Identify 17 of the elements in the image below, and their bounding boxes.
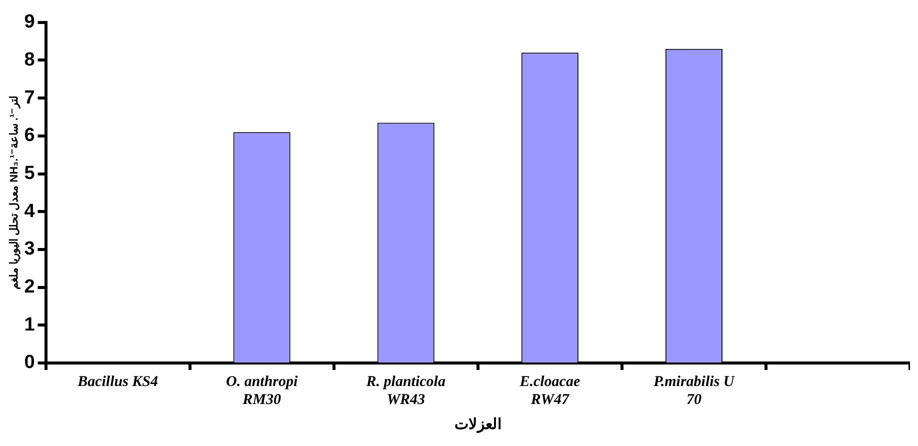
y-tick-label: 5 — [24, 163, 36, 184]
y-tick-label: 4 — [24, 200, 36, 222]
y-tick-label: 2 — [24, 276, 35, 298]
x-tick-label: O. anthropi RM30 — [226, 374, 298, 408]
y-axis-title: معدل تحلل اليوريا ملغم NH₃.لتر⁻¹. ساعة⁻¹ — [8, 96, 21, 290]
x-axis-title: العزلات — [454, 416, 502, 433]
y-tick-label: 9 — [24, 12, 35, 33]
x-tick-label: E.cloacae RW47 — [518, 374, 580, 408]
x-tick-label: P.mirabilis U 70 — [654, 374, 736, 408]
y-tick-label: 8 — [24, 49, 35, 70]
y-tick-label: 1 — [24, 314, 36, 336]
y-tick-label: 6 — [24, 125, 35, 146]
y-tick-label: 7 — [24, 87, 35, 108]
x-tick-label: Bacillus KS4 — [76, 374, 158, 390]
y-tick-label: 3 — [24, 238, 35, 260]
x-tick-label: R. planticola WR43 — [365, 374, 446, 408]
y-tick-label: 0 — [24, 352, 35, 374]
